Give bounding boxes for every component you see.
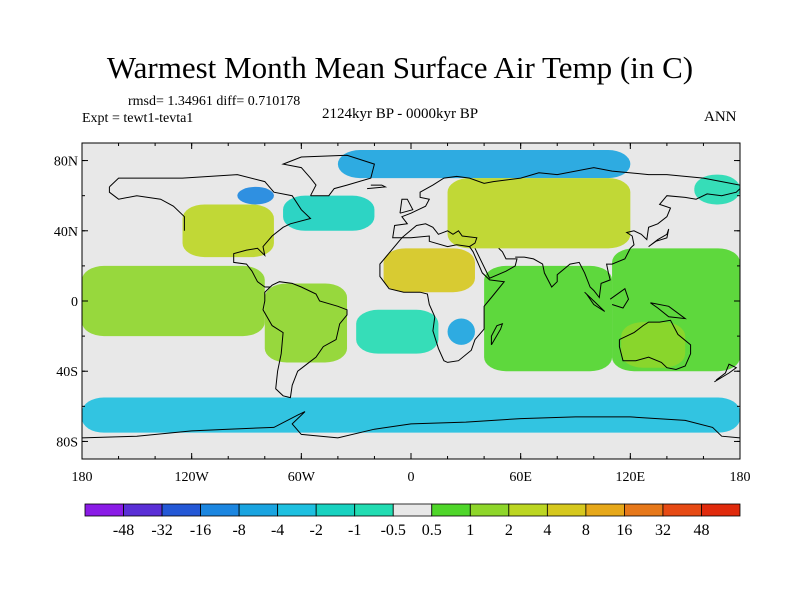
coastline-segment (474, 247, 518, 279)
colorbar-label: 0.5 (422, 522, 442, 539)
colorbar-label: -2 (310, 522, 323, 539)
colorbar-box (238, 503, 279, 517)
field-north-africa-warm (383, 248, 475, 293)
map-area (82, 143, 740, 459)
period-label: 2124kyr BP - 0000kyr BP (322, 106, 479, 122)
colorbar-label: 8 (582, 522, 590, 539)
x-tick-label: 60W (288, 470, 316, 485)
field-north-pacific-cool (694, 174, 740, 205)
field-tropical-pacific-warm (82, 265, 265, 337)
colorbar-box (469, 503, 510, 517)
coastline-segment (379, 235, 506, 363)
field-southern-ocean-cool (82, 397, 740, 433)
field-southern-africa-cool (447, 318, 475, 345)
colorbar-box (624, 503, 664, 517)
colorbar-box (200, 503, 240, 517)
x-tick-label: 180 (730, 470, 751, 485)
field-hudson-cool (237, 186, 274, 205)
x-axis-ticks: 180 120W 60W 0 60E 120E 180 (72, 143, 751, 485)
coastline-layer (82, 154, 740, 439)
plot-title: Warmest Month Mean Surface Air Temp (in … (106, 50, 694, 85)
season-label: ANN (704, 109, 737, 125)
y-tick-label: 80N (54, 155, 78, 170)
y-tick-label: 0 (71, 295, 78, 310)
colorbar-label: -16 (190, 522, 211, 539)
coastline-segment (108, 186, 185, 231)
colorbar-box (431, 503, 471, 517)
colorbar-box (585, 503, 625, 517)
y-tick-label: 40N (54, 225, 78, 240)
coastline-segment (109, 174, 348, 399)
x-tick-label: 60E (509, 470, 532, 485)
coastline-segment (584, 291, 606, 312)
field-layer (82, 150, 740, 433)
colorbar-box (161, 503, 201, 517)
colorbar-label: -8 (232, 522, 245, 539)
field-arctic-ocean-cool (337, 150, 631, 179)
coastline-segment (82, 411, 740, 439)
coastline-segment (650, 302, 687, 320)
colorbar-box (277, 503, 317, 517)
stats-label: rmsd= 1.34961 diff= 0.710178 (128, 94, 301, 109)
field-north-america-warm (182, 204, 274, 258)
coastline-segment (392, 167, 740, 239)
field-australia-warm (621, 322, 686, 368)
coastline-segment (367, 184, 388, 190)
colorbar-label: -48 (113, 522, 134, 539)
field-eurasia-warm (447, 178, 631, 249)
colorbar-box (662, 503, 702, 517)
colorbar-box (508, 503, 548, 517)
coastline-segment (618, 319, 692, 371)
coastline-segment (609, 287, 630, 309)
coastline-segment (399, 198, 414, 214)
colorbar-label: -32 (151, 522, 172, 539)
y-tick-label: 80S (56, 435, 78, 450)
colorbar-label: 2 (505, 522, 513, 539)
coastline-segment (515, 188, 740, 299)
x-tick-label: 120E (616, 470, 646, 485)
colorbar-label: 32 (655, 522, 671, 539)
coastline-segment (490, 323, 504, 346)
y-axis-ticks: 80N 40N 0 40S 80S (54, 155, 740, 450)
field-indian-ocean-warm (484, 265, 613, 372)
y-tick-label: 40S (56, 365, 78, 380)
colorbar-box (546, 503, 587, 517)
coastline-segment (281, 154, 376, 197)
colorbar-label: 4 (543, 522, 551, 539)
x-tick-label: 180 (72, 470, 93, 485)
x-tick-label: 120W (175, 470, 210, 485)
colorbar-label: 1 (466, 522, 474, 539)
colorbar-box (392, 503, 433, 517)
field-north-atlantic-cool (283, 195, 375, 231)
colorbar-label: -4 (271, 522, 284, 539)
colorbar-box (701, 503, 741, 517)
colorbar-box (354, 503, 394, 517)
x-tick-label: 0 (408, 470, 415, 485)
field-south-america-warm (264, 283, 348, 363)
colorbar-label: -0.5 (381, 522, 406, 539)
colorbar-box (123, 503, 163, 517)
experiment-label: Expt = tewt1-tevta1 (82, 111, 194, 126)
colorbar-label: -1 (348, 522, 361, 539)
colorbar: -48 -32 -16 -8 -4 -2 -1 -0.5 0.5 1 2 4 8 16 32 48 (84, 503, 741, 539)
coastline-segment (648, 228, 670, 248)
colorbar-label: 16 (616, 522, 632, 539)
colorbar-box (84, 503, 124, 517)
field-south-atlantic-cool (356, 309, 439, 354)
coastline-segment (714, 363, 738, 383)
colorbar-box (315, 503, 356, 517)
colorbar-label: 48 (693, 522, 709, 539)
coastline-segment (401, 223, 478, 248)
